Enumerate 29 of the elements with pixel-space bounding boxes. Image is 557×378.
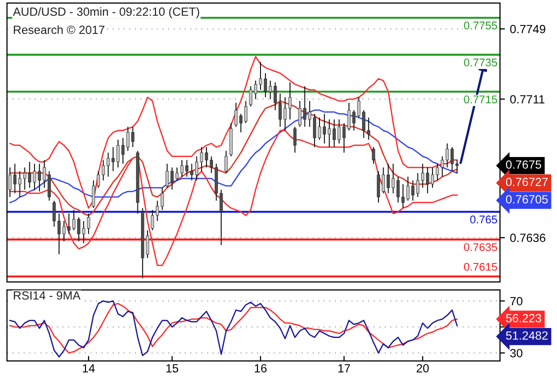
text: 0.76705 [506,195,548,204]
x-tick-label: 17 [338,364,350,372]
ref-line-label: 0.7755 [464,22,498,30]
y-tick-label: 0.7636 [510,234,546,242]
candlestick [372,146,376,164]
line-series [9,56,458,209]
candlestick [224,150,228,174]
y-tick-label: 0.7711 [510,95,544,104]
text: 56.223 [506,314,542,322]
candlestick [293,126,296,154]
text: 0.7675 [506,160,542,169]
x-tick-label: 14 [82,364,95,372]
y-tick-label: 0.7749 [510,24,546,34]
text: Research © 2017 [14,25,104,34]
text: 51.2482 [506,331,548,340]
text: 0.76727 [506,178,548,186]
y-tick-label: 70 [510,297,522,306]
line-series [9,130,458,266]
x-tick-label: 15 [166,364,178,372]
ref-line-label: 0.7615 [464,262,498,271]
x-tick-label: 16 [254,364,267,372]
ref-line-label: 0.7635 [464,243,498,252]
x-tick-label: 20 [416,364,429,372]
chart-title: AUD/USD - 30min - 09:22:10 (CET) [12,7,200,18]
ref-line-label: 0.765 [470,216,498,224]
chart-title: RSI14 - 9MA [14,291,80,300]
ref-line-label: 0.7735 [464,58,498,66]
y-tick-label: 30 [510,348,522,358]
ref-line-label: 0.7715 [464,95,498,104]
